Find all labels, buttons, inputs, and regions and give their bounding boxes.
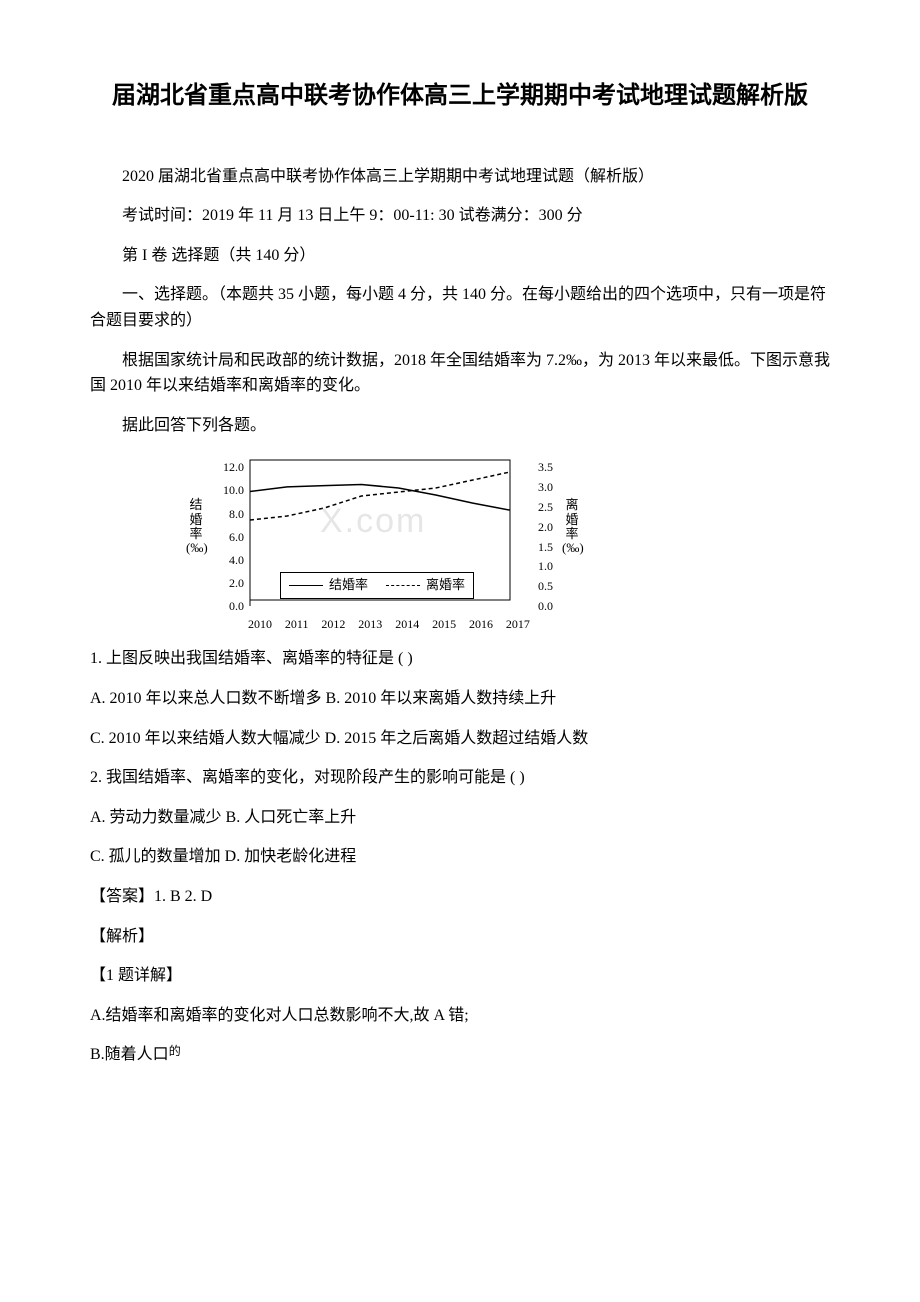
left-axis-char3: 率 [189, 526, 202, 541]
q1-detail-a: A.结婚率和离婚率的变化对人口总数影响不大,故 A 错; [90, 1003, 830, 1029]
legend-marriage-label: 结婚率 [329, 575, 368, 596]
right-axis-unit: (‰) [562, 540, 584, 555]
section-1-desc: 一、选择题。（本题共 35 小题，每小题 4 分，共 140 分。在每小题给出的… [90, 282, 830, 333]
chart-legend: 结婚率 离婚率 [280, 572, 474, 599]
section-1: 第 I 卷 选择题（共 140 分） [90, 243, 830, 269]
question-2: 2. 我国结婚率、离婚率的变化，对现阶段产生的影响可能是 ( ) [90, 765, 830, 791]
q1-b-suffix: 的 [169, 1044, 181, 1058]
question-2-options-a-b: A. 劳动力数量减少 B. 人口死亡率上升 [90, 805, 830, 831]
legend-solid-icon [289, 585, 323, 586]
question-context: 根据国家统计局和民政部的统计数据，2018 年全国结婚率为 7.2‰，为 201… [90, 348, 830, 399]
left-axis-char2: 婚 [189, 512, 202, 527]
question-1-options-a-b: A. 2010 年以来总人口数不断增多 B. 2010 年以来离婚人数持续上升 [90, 686, 830, 712]
prompt: 据此回答下列各题。 [90, 413, 830, 439]
right-axis-char1: 离 [565, 497, 578, 512]
left-axis-unit: (‰) [186, 540, 208, 555]
left-axis-char1: 结 [189, 497, 202, 512]
y-axis-left-label: 结 婚 率 (‰) [186, 498, 206, 555]
analysis-heading: 【解析】 [90, 924, 830, 950]
y-ticks-right: 3.53.02.52.01.51.00.50.0 [538, 458, 562, 616]
answer: 【答案】1. B 2. D [90, 884, 830, 910]
legend-dashed-icon [386, 585, 420, 586]
chart-container: 结 婚 率 (‰) 离 婚 率 (‰) 12.010.08.06.04.02.0… [200, 452, 560, 632]
intro-line: 2020 届湖北省重点高中联考协作体高三上学期期中考试地理试题（解析版） [90, 164, 830, 190]
right-axis-char2: 婚 [565, 512, 578, 527]
question-1: 1. 上图反映出我国结婚率、离婚率的特征是 ( ) [90, 646, 830, 672]
y-axis-right-label: 离 婚 率 (‰) [562, 498, 582, 555]
exam-time: 考试时间：2019 年 11 月 13 日上午 9：00-11: 30 试卷满分… [90, 203, 830, 229]
q1-b-prefix: B.随着人口 [90, 1046, 169, 1063]
right-axis-char3: 率 [565, 526, 578, 541]
page-title: 届湖北省重点高中联考协作体高三上学期期中考试地理试题解析版 [90, 80, 830, 114]
x-axis-labels: 20102011201220132014201520162017 [248, 615, 530, 634]
question-2-options-c-d: C. 孤儿的数量增加 D. 加快老龄化进程 [90, 844, 830, 870]
legend-divorce-label: 离婚率 [426, 575, 465, 596]
question-1-options-c-d: C. 2010 年以来结婚人数大幅减少 D. 2015 年之后离婚人数超过结婚人… [90, 726, 830, 752]
y-ticks-left: 12.010.08.06.04.02.00.0 [218, 458, 244, 616]
q1-detail-b: B.随着人口的 [90, 1042, 830, 1068]
q1-detail-heading: 【1 题详解】 [90, 963, 830, 989]
